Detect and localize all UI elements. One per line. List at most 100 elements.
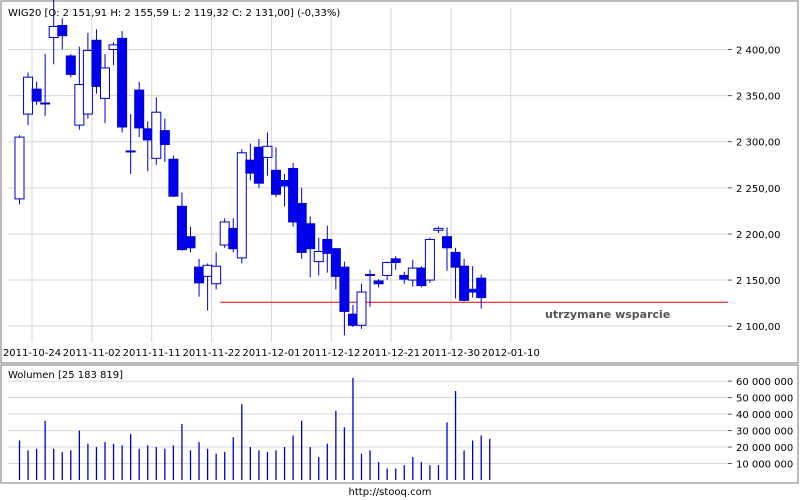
- volume-y-tick-label: 10 000 000: [736, 460, 793, 471]
- price-x-axis: 2011-10-24 2011-11-02 2011-11-11 2011-11-22…: [3, 348, 540, 359]
- candle: [424, 237, 435, 283]
- candle: [356, 283, 367, 329]
- volume-y-tick-label: 20 000 000: [736, 443, 793, 454]
- volume-chart-title: Wolumen [25 183 819]: [8, 370, 123, 381]
- candle-body-down: [31, 88, 42, 102]
- candle-body-up: [365, 274, 376, 277]
- candle: [125, 114, 136, 174]
- price-x-tick-label: 2011-11-22: [182, 348, 240, 359]
- candle-body-up: [74, 84, 85, 126]
- price-y-axis: 2 100,00 2 150,00 2 200,00 2 250,00 2 300,00…: [728, 46, 781, 333]
- candle-body-down: [450, 251, 461, 268]
- candle-body-up: [424, 238, 435, 281]
- price-x-tick-label: 2011-11-02: [63, 348, 121, 359]
- candle-body-up: [313, 250, 324, 263]
- candle-body-up: [262, 145, 273, 158]
- volume-grid: [8, 380, 728, 465]
- candle-body-up: [236, 152, 247, 259]
- candle-body-down: [168, 158, 179, 197]
- candle-body-down: [185, 236, 196, 249]
- volume-y-tick-label: 60 000 000: [736, 377, 793, 388]
- candle-body-up: [40, 102, 51, 105]
- candle-body-down: [228, 227, 239, 250]
- candle: [433, 226, 444, 234]
- price-y-tick-label: 2 300,00: [736, 138, 781, 149]
- candle-body-down: [476, 277, 487, 299]
- volume-y-tick-label: 40 000 000: [736, 410, 793, 421]
- candle-body-up: [108, 44, 119, 51]
- candle-body-up: [23, 76, 34, 115]
- volume-panel-frame: [0, 364, 799, 484]
- price-y-tick-label: 2 200,00: [736, 230, 781, 241]
- price-chart-title: WIG20 [O: 2 151,91 H: 2 155,59 L: 2 119,…: [8, 8, 340, 19]
- price-x-tick-label: 2011-12-21: [362, 348, 420, 359]
- candle: [373, 279, 384, 288]
- candle: [159, 118, 170, 163]
- candle-body-down: [467, 288, 478, 293]
- candle-body-down: [253, 146, 264, 184]
- price-x-tick-label: 2011-12-12: [302, 348, 360, 359]
- candle: [14, 135, 25, 205]
- candle-body-up: [82, 49, 93, 115]
- candle-body-up: [125, 150, 136, 153]
- candle-body-down: [399, 274, 410, 280]
- price-y-tick-label: 2 350,00: [736, 92, 781, 103]
- price-x-tick-label: 2011-11-11: [123, 348, 181, 359]
- candle-body-up: [48, 25, 59, 39]
- candle-body-down: [347, 313, 358, 326]
- candle: [91, 29, 102, 94]
- candle-body-down: [57, 25, 68, 37]
- candle-body-up: [202, 264, 213, 277]
- candle-body-down: [373, 280, 384, 285]
- candle-body-down: [117, 37, 128, 128]
- candle: [459, 258, 470, 302]
- candle-body-up: [151, 111, 162, 159]
- candle-body-down: [271, 169, 281, 195]
- candle: [365, 269, 376, 307]
- candle: [236, 149, 247, 264]
- candle-body-up: [382, 262, 393, 276]
- candle: [339, 261, 350, 336]
- candle-body-down: [159, 130, 170, 145]
- candle-body-up: [100, 67, 110, 99]
- candle-body-down: [442, 236, 452, 249]
- price-x-tick-label: 2011-10-24: [3, 348, 61, 359]
- candle-body-down: [322, 238, 333, 254]
- candle: [211, 252, 222, 290]
- candle: [390, 256, 401, 270]
- candle: [262, 132, 273, 176]
- candle: [176, 192, 187, 251]
- candle-body-down: [305, 223, 316, 250]
- candle: [416, 266, 427, 288]
- candle-body-down: [339, 266, 350, 312]
- candle-body-up: [433, 227, 444, 231]
- candle: [476, 274, 487, 309]
- candle: [253, 138, 264, 188]
- candle: [382, 261, 393, 281]
- candle: [100, 54, 110, 124]
- candles: [14, 0, 487, 336]
- price-panel: 2 100,00 2 150,00 2 200,00 2 250,00 2 300,00…: [0, 0, 799, 480]
- candle: [322, 225, 333, 273]
- candle-body-down: [459, 265, 470, 301]
- price-y-tick-label: 2 400,00: [736, 46, 781, 57]
- candle: [65, 54, 76, 78]
- candle-body-down: [134, 89, 145, 129]
- candle: [288, 162, 299, 227]
- source-url: http://stooq.com: [349, 487, 432, 498]
- candle-body-down: [194, 266, 205, 284]
- candle: [117, 31, 128, 133]
- candle-body-up: [356, 291, 367, 326]
- candle: [134, 81, 145, 138]
- volume-bars: [18, 377, 491, 480]
- candle: [442, 227, 452, 271]
- candle-body-down: [296, 203, 307, 253]
- candle: [57, 18, 68, 50]
- candle: [185, 226, 196, 253]
- candle-body-up: [219, 221, 230, 246]
- candle-body-down: [65, 55, 76, 75]
- price-y-tick-label: 2 250,00: [736, 184, 781, 195]
- volume-y-tick-label: 50 000 000: [736, 394, 793, 405]
